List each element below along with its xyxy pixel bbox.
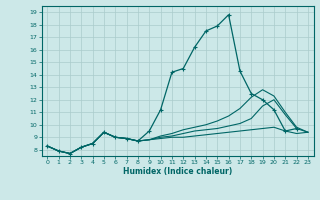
X-axis label: Humidex (Indice chaleur): Humidex (Indice chaleur) [123, 167, 232, 176]
